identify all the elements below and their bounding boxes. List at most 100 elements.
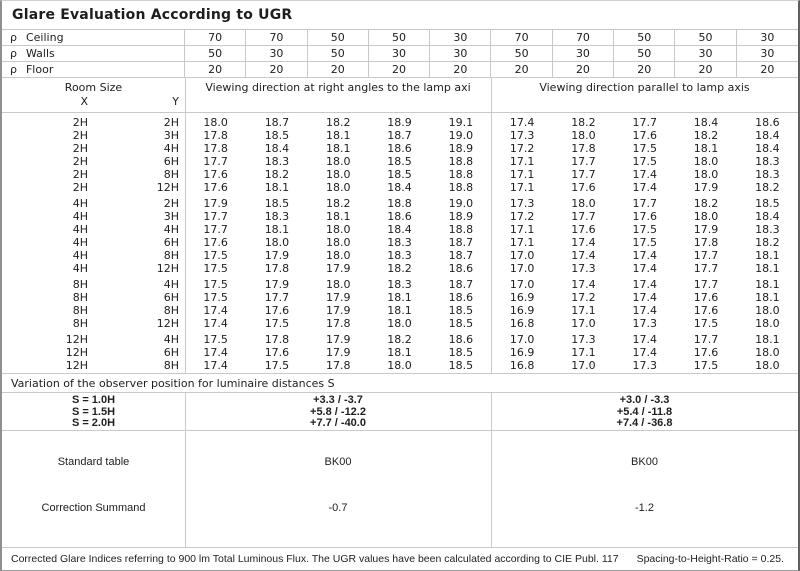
variation-label: Variation of the observer position for l… [11, 376, 335, 390]
ugr-value: 17.7 [632, 116, 657, 129]
ugr-value: 17.4 [632, 304, 657, 317]
ugr-value: 17.5 [632, 155, 657, 168]
right-angles-heading: Viewing direction at right angles to the… [205, 81, 471, 94]
ugr-value: 17.9 [203, 197, 228, 210]
ugr-value: 17.9 [693, 181, 719, 194]
ugr-value: 17.6 [571, 181, 596, 194]
ugr-row: 2H 12H 17.6 18.1 18.0 18.4 18.8 17.1 17.6 17.4 17.… [2, 181, 798, 194]
ugr-value: 18.0 [755, 304, 780, 317]
ugr-row: 8H 6H 17.5 17.7 17.9 18.1 18.6 16.9 17.2 17.4 17.6… [2, 291, 798, 304]
ugr-value: 18.1 [387, 291, 412, 304]
reflectance-value: 20 [369, 62, 431, 77]
room-size-header: Room Size X Y [2, 78, 185, 112]
reflectance-value: 50 [675, 30, 737, 45]
ugr-value: 18.0 [387, 317, 412, 330]
reflectance-value: 30 [369, 46, 431, 61]
ugr-value: 17.9 [325, 262, 351, 275]
room-size-block: 2H 2H 18.0 18.7 18.2 18.9 19.1 17.4 18.2 17.7 18.4… [2, 116, 798, 194]
page-title: Glare Evaluation According to UGR [12, 7, 293, 23]
ugr-value: 18.3 [264, 210, 290, 223]
ugr-value: 17.4 [571, 278, 596, 291]
reflectance-label: ρ Floor [2, 62, 185, 77]
ugr-value: 18.9 [448, 210, 474, 223]
column-header: Room Size X Y Viewing direction at right… [2, 78, 798, 113]
ugr-value: 16.9 [509, 291, 535, 304]
ugr-value: 17.1 [571, 346, 596, 359]
room-y-value: 3H [163, 210, 179, 223]
ugr-row: 8H 8H 17.4 17.6 17.9 18.1 18.5 16.9 17.1 17.4 17.6… [2, 304, 798, 317]
ugr-value: 17.1 [509, 223, 535, 236]
ugr-value: 17.7 [693, 278, 719, 291]
ugr-value: 17.0 [571, 317, 596, 330]
ugr-row: 4H 4H 17.7 18.1 18.0 18.4 18.8 17.1 17.6 17.5 17.9… [2, 223, 798, 236]
ugr-value: 19.0 [448, 197, 474, 210]
ugr-value: 17.4 [203, 317, 228, 330]
ugr-value: 17.1 [571, 304, 596, 317]
ugr-value: 17.5 [264, 317, 290, 330]
divider-line [491, 393, 492, 430]
room-y-value: 4H [163, 142, 179, 155]
ugr-value: 17.1 [509, 236, 535, 249]
ugr-value: 17.3 [632, 317, 657, 330]
divider-line [185, 113, 186, 373]
ugr-value: 18.6 [448, 333, 474, 346]
ugr-value: 17.2 [509, 142, 535, 155]
ugr-value: 17.4 [632, 278, 657, 291]
ugr-value: 18.0 [571, 129, 596, 142]
ugr-value: 18.6 [387, 142, 412, 155]
ugr-row: 12H 8H 17.4 17.5 17.8 18.0 18.5 16.8 17.0 17.3 17.… [2, 359, 798, 372]
ugr-value: 18.7 [448, 278, 474, 291]
room-x-value: 2H [72, 142, 88, 155]
reflectance-value: 30 [246, 46, 308, 61]
ugr-value: 18.6 [387, 210, 412, 223]
room-x-value: 2H [72, 168, 88, 181]
ugr-value: 17.3 [632, 359, 657, 372]
room-x-value: 2H [72, 181, 88, 194]
ugr-value: 17.2 [571, 291, 596, 304]
ugr-value: 18.9 [448, 142, 474, 155]
s-variation-value: +5.8 / -12.2 [310, 405, 366, 418]
ugr-value: 18.3 [387, 278, 412, 291]
rho-symbol: ρ [10, 31, 17, 44]
reflectance-value: 30 [553, 46, 615, 61]
ugr-value: 17.4 [632, 333, 657, 346]
ugr-value: 17.4 [632, 181, 657, 194]
ugr-row: 4H 3H 17.7 18.3 18.1 18.6 18.9 17.2 17.7 17.6 18.0… [2, 210, 798, 223]
ugr-value: 17.7 [571, 155, 596, 168]
ugr-value: 17.7 [203, 223, 228, 236]
reflectance-value: 20 [553, 62, 615, 77]
reflectance-value: 30 [430, 30, 492, 45]
room-y-value: 6H [163, 155, 179, 168]
correction-summand-row: Correction Summand -0.7 -1.2 [2, 493, 798, 548]
ugr-value: 16.8 [509, 317, 535, 330]
parallel-heading: Viewing direction parallel to lamp axis [539, 81, 750, 94]
ugr-value: 18.2 [387, 262, 412, 275]
ugr-value: 18.1 [325, 142, 351, 155]
reflectance-row: ρ Walls 50 30 50 30 30 50 30 50 30 30 [2, 46, 798, 62]
room-x-value: 8H [72, 317, 88, 330]
ugr-value: 18.1 [755, 249, 780, 262]
room-y-value: 3H [163, 129, 179, 142]
reflectance-surface-name: Walls [25, 47, 55, 60]
ugr-value: 17.6 [632, 129, 657, 142]
ugr-value: 18.1 [264, 223, 290, 236]
ugr-value: 17.6 [203, 236, 228, 249]
room-x-value: 12H [65, 346, 88, 359]
ugr-value: 18.1 [755, 262, 780, 275]
room-x-value: 12H [65, 333, 88, 346]
ugr-value: 18.1 [693, 142, 719, 155]
s-labels: S = 1.0H S = 1.5H S = 2.0H [2, 394, 185, 430]
ugr-row: 12H 6H 17.4 17.6 17.9 18.1 18.5 16.9 17.1 17.4 17.… [2, 346, 798, 359]
room-x-value: 8H [72, 304, 88, 317]
ugr-value: 18.3 [387, 236, 412, 249]
ugr-value: 17.4 [632, 249, 657, 262]
ugr-value: 18.1 [387, 304, 412, 317]
room-x-value: 2H [72, 155, 88, 168]
s-variation-value: +3.0 / -3.3 [619, 394, 670, 406]
ugr-value: 18.2 [755, 181, 780, 194]
ugr-value: 17.9 [264, 249, 290, 262]
ugr-value: 16.9 [509, 346, 535, 359]
ugr-value: 18.0 [325, 236, 351, 249]
reflectance-row: ρ Ceiling 70 70 50 50 30 70 70 50 50 30 [2, 30, 798, 46]
room-y-value: 8H [163, 359, 179, 372]
